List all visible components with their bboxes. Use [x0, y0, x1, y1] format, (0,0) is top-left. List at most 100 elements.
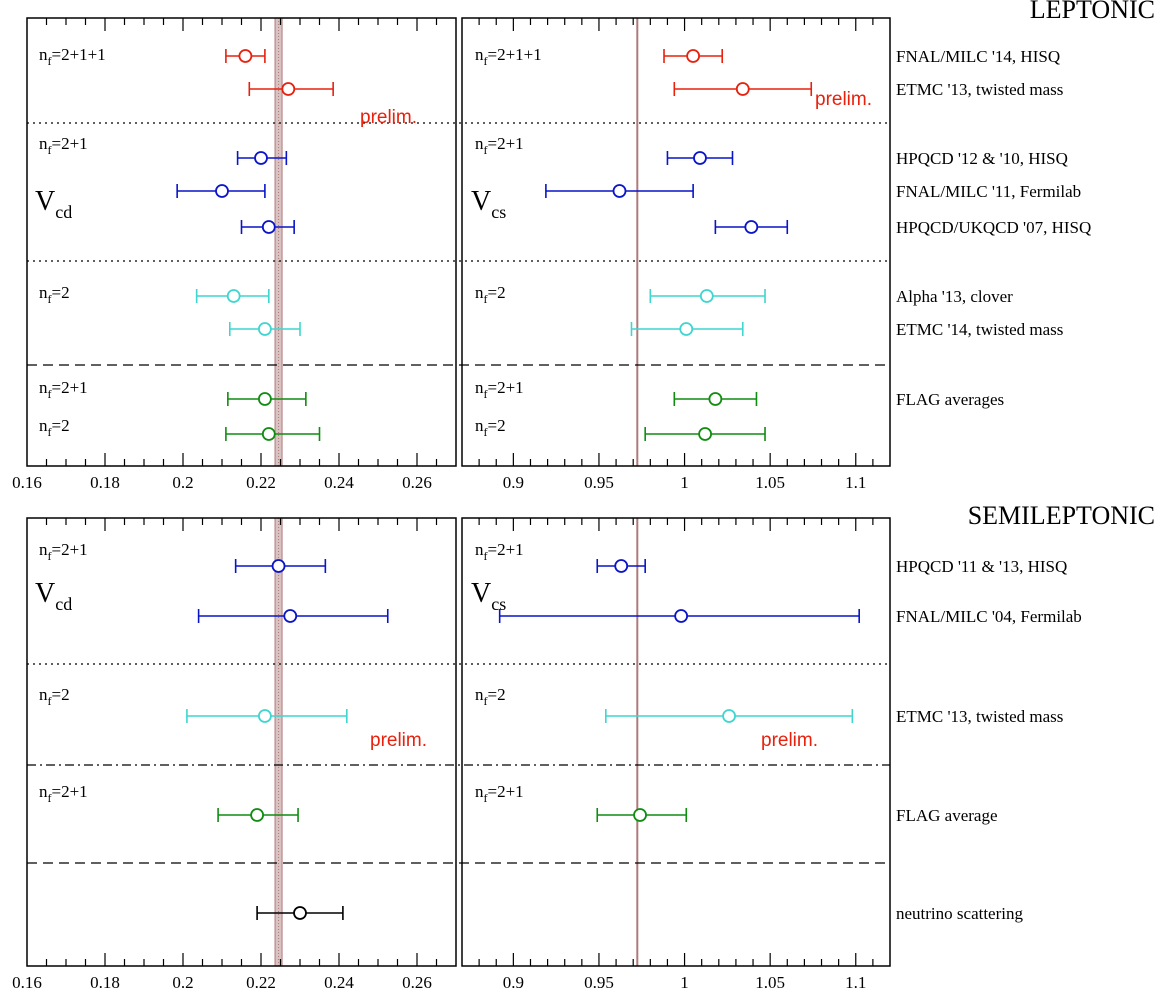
- nf-label-rest: =2+1: [52, 540, 88, 559]
- nf-label-n: n: [39, 782, 48, 801]
- nf-label-rest: =2: [52, 685, 70, 704]
- data-point-vcs: [708, 392, 723, 406]
- row-label: FNAL/MILC '11, Fermilab: [896, 182, 1081, 201]
- data-point-vcs: [679, 322, 694, 336]
- panel-label-vcs: Vcs: [471, 578, 506, 614]
- data-point-vcs: [744, 220, 759, 234]
- nf-label-sub: f: [484, 425, 488, 439]
- nf-label-n: n: [475, 378, 484, 397]
- tick-label-vcd-leptonic: 0.2: [172, 473, 193, 492]
- data-point-vcs: [722, 709, 736, 723]
- data-point-vcd: [215, 184, 229, 198]
- nf-label-n: n: [39, 283, 48, 302]
- nf-label-rest: =2+1: [52, 782, 88, 801]
- tick-label-vcs-semileptonic: 1.1: [845, 973, 866, 992]
- nf-label-n: n: [39, 685, 48, 704]
- nf-label-sub: f: [484, 143, 488, 157]
- nf-label-sub: f: [48, 387, 52, 401]
- row-label: ETMC '13, twisted mass: [896, 80, 1063, 99]
- prelim-label-vcs: prelim.: [761, 730, 818, 751]
- nf-label-sub: f: [484, 549, 488, 563]
- tick-label-vcd-semileptonic: 0.26: [402, 973, 432, 992]
- nf-label-rest: =2+1: [488, 782, 524, 801]
- nf-label-vcd: nf=2+1: [39, 540, 88, 563]
- data-point-vcd: [238, 49, 253, 63]
- nf-label-n: n: [39, 378, 48, 397]
- nf-label-n: n: [39, 45, 48, 64]
- nf-label-rest: =2+1: [52, 134, 88, 153]
- panel-frames: [26, 17, 891, 967]
- tick-label-vcd-leptonic: 0.24: [324, 473, 354, 492]
- nf-label-n: n: [475, 540, 484, 559]
- data-point-vcd: [257, 709, 272, 723]
- tick-label-vcd-leptonic: 0.26: [402, 473, 432, 492]
- nf-label-vcd: nf=2+1: [39, 782, 88, 805]
- tick-label-vcs-semileptonic: 0.9: [503, 973, 524, 992]
- nf-label-sub: f: [48, 54, 52, 68]
- row-label: HPQCD '11 & '13, HISQ: [896, 557, 1067, 576]
- nf-label-sub: f: [484, 791, 488, 805]
- tick-label-vcs-semileptonic: 1: [680, 973, 689, 992]
- nf-label-rest: =2+1: [488, 378, 524, 397]
- data-point-vcd: [254, 151, 268, 165]
- group-separators: [27, 122, 890, 864]
- tick-label-vcd-leptonic: 0.18: [90, 473, 120, 492]
- nf-label-sub: f: [484, 387, 488, 401]
- nf-label-rest: =2+1: [488, 540, 524, 559]
- nf-label-vcs: nf=2: [475, 283, 506, 306]
- tick-label-vcs-leptonic: 1: [680, 473, 689, 492]
- nf-label-n: n: [475, 416, 484, 435]
- nf-label-rest: =2: [488, 416, 506, 435]
- axis-ticks: [45, 18, 874, 966]
- row-label: FLAG averages: [896, 390, 1004, 409]
- data-point-vcd: [250, 808, 265, 822]
- panel-frame-vcs-leptonic: [461, 17, 891, 467]
- prelim-label-vcd: prelim.: [360, 107, 417, 128]
- tick-label-vcs-semileptonic: 0.95: [584, 973, 614, 992]
- tick-label-vcd-semileptonic: 0.2: [172, 973, 193, 992]
- row-label: Alpha '13, clover: [896, 287, 1013, 306]
- data-point-vcd: [293, 906, 307, 920]
- nf-label-rest: =2+1: [488, 134, 524, 153]
- tick-label-vcd-leptonic: 0.22: [246, 473, 276, 492]
- tick-label-vcd-semileptonic: 0.16: [12, 973, 42, 992]
- panel-label-main: V: [471, 186, 491, 217]
- nf-label-sub: f: [48, 549, 52, 563]
- data-point-vcs: [693, 151, 707, 165]
- data-point-vcs: [674, 609, 689, 623]
- tick-label-vcd-semileptonic: 0.24: [324, 973, 354, 992]
- panel-label-vcs: Vcs: [471, 186, 506, 222]
- band-vcd-semileptonic: [274, 517, 283, 967]
- panel-label-sub: cs: [491, 594, 506, 614]
- row-label: ETMC '13, twisted mass: [896, 707, 1063, 726]
- nf-label-sub: f: [484, 54, 488, 68]
- data-point-vcd: [257, 392, 272, 406]
- nf-label-vcd: nf=2: [39, 416, 70, 439]
- tick-label-vcd-leptonic: 0.16: [12, 473, 42, 492]
- data-points: [176, 49, 860, 920]
- nf-label-vcs: nf=2: [475, 685, 506, 708]
- row-label: HPQCD/UKQCD '07, HISQ: [896, 218, 1091, 237]
- data-point-vcd: [261, 220, 276, 234]
- nf-label-n: n: [475, 782, 484, 801]
- nf-label-n: n: [39, 134, 48, 153]
- data-point-vcd: [271, 559, 286, 573]
- text-labels: 0.16 0.18 0.2 0.22 0.24 0.26 0.9 0.95 1 1.05 1.1 FN…: [12, 0, 1155, 992]
- nf-label-n: n: [39, 540, 48, 559]
- row-label: ETMC '14, twisted mass: [896, 320, 1063, 339]
- nf-label-sub: f: [48, 791, 52, 805]
- nf-label-sub: f: [48, 425, 52, 439]
- data-point-vcs: [698, 427, 713, 441]
- nf-label-vcs: nf=2+1: [475, 378, 524, 401]
- panel-label-sub: cd: [55, 202, 72, 222]
- nf-label-rest: =2: [488, 283, 506, 302]
- prelim-label-vcd: prelim.: [370, 730, 427, 751]
- panel-label-sub: cs: [491, 202, 506, 222]
- tick-label-vcs-leptonic: 1.1: [845, 473, 866, 492]
- nf-label-sub: f: [48, 292, 52, 306]
- nf-label-rest: =2: [52, 416, 70, 435]
- nf-label-rest: =2+1: [52, 378, 88, 397]
- data-point-vcs: [735, 82, 750, 96]
- nf-label-vcs: nf=2+1: [475, 540, 524, 563]
- nf-label-rest: =2: [52, 283, 70, 302]
